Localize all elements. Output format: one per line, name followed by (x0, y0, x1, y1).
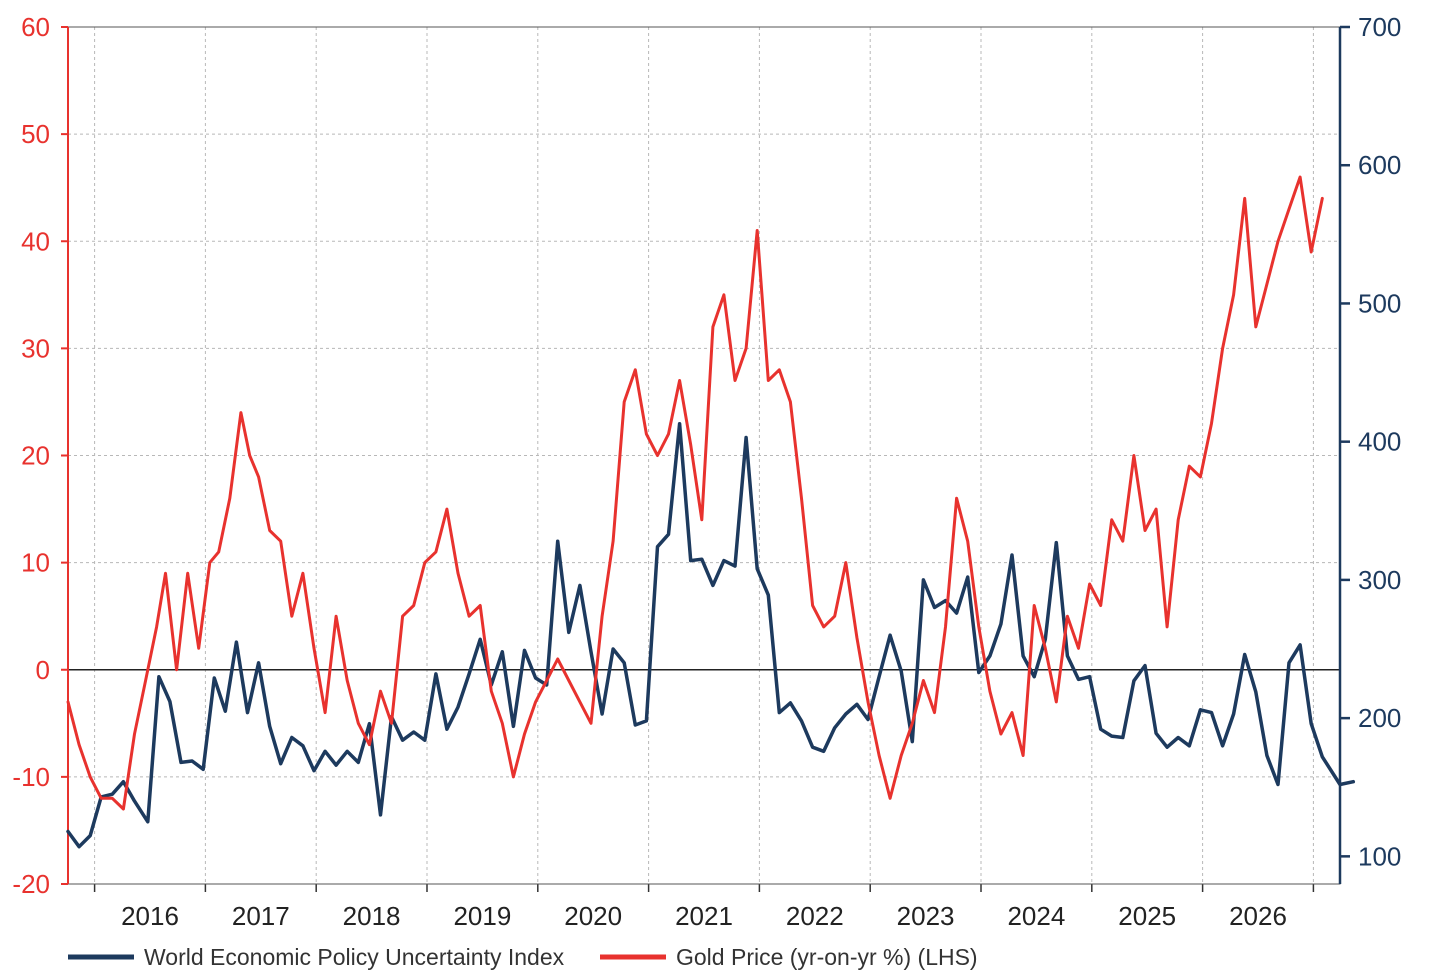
right-tick-label: 200 (1358, 703, 1401, 733)
right-tick-label: 100 (1358, 841, 1401, 871)
x-tick-label: 2020 (564, 901, 622, 931)
right-tick-label: 700 (1358, 12, 1401, 42)
right-tick-label: 300 (1358, 565, 1401, 595)
series-line-uncertainty (66, 421, 1356, 849)
left-tick-label: 10 (21, 548, 50, 578)
x-tick-label: 2024 (1007, 901, 1065, 931)
left-tick-label: 60 (21, 12, 50, 42)
left-tick-label: 20 (21, 441, 50, 471)
legend-label-gold: Gold Price (yr-on-yr %) (LHS) (676, 944, 978, 970)
x-axis-ticks: 2016 2017 2018 2019 2020 2021 2022 2023 2024 2025… (121, 901, 1287, 931)
x-tick-label: 2022 (786, 901, 844, 931)
legend-label-uncertainty: World Economic Policy Uncertainty Index (144, 944, 565, 970)
series-layer (66, 175, 1356, 849)
x-tick-label: 2016 (121, 901, 179, 931)
left-tick-label: 30 (21, 333, 50, 363)
left-tick-label: -10 (12, 762, 50, 792)
x-tick-label: 2018 (343, 901, 401, 931)
right-tick-label: 500 (1358, 288, 1401, 318)
series-line-gold (66, 175, 1324, 811)
left-tick-label: 50 (21, 119, 50, 149)
x-tick-label: 2025 (1118, 901, 1176, 931)
left-tick-label: 0 (36, 655, 50, 685)
right-tick-label: 400 (1358, 427, 1401, 457)
x-tick-label: 2019 (453, 901, 511, 931)
left-tick-label: -20 (12, 869, 50, 899)
x-tick-label: 2017 (232, 901, 290, 931)
x-tick-label: 2021 (675, 901, 733, 931)
x-tick-label: 2023 (897, 901, 955, 931)
left-axis-ticks: -20 -10 0 10 20 30 40 50 60 (12, 12, 68, 899)
right-axis-ticks: 100 200 300 400 500 600 700 (1340, 12, 1401, 871)
right-tick-label: 600 (1358, 150, 1401, 180)
x-tick-label: 2026 (1229, 901, 1287, 931)
left-tick-label: 40 (21, 226, 50, 256)
legend: World Economic Policy Uncertainty Index … (68, 944, 978, 970)
